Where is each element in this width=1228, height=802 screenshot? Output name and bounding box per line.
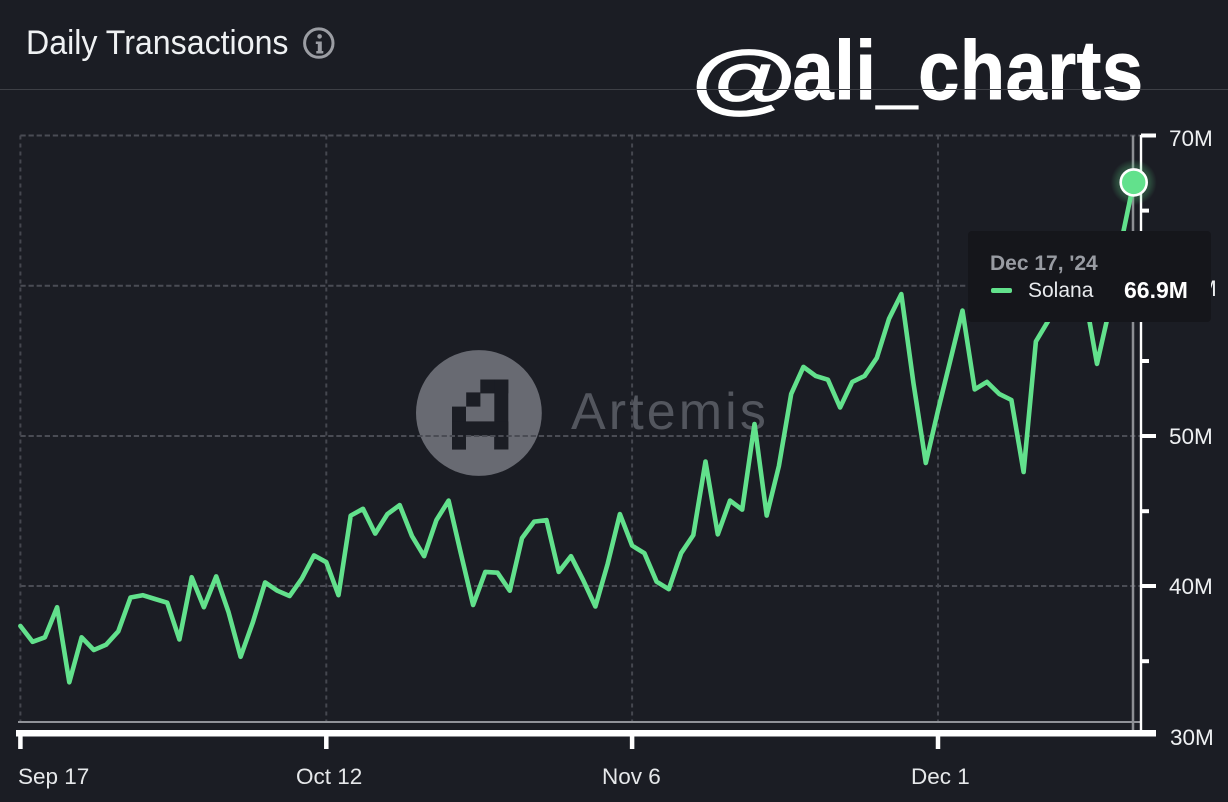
svg-text:Artemis: Artemis [571,383,769,441]
svg-text:30M: 30M [1170,725,1214,750]
svg-text:Oct 12: Oct 12 [296,764,362,789]
svg-text:Nov 6: Nov 6 [602,764,661,789]
svg-text:50M: 50M [1169,424,1213,449]
svg-text:Sep 17: Sep 17 [18,764,89,789]
svg-text:40M: 40M [1169,574,1213,599]
svg-text:Dec 1: Dec 1 [911,764,970,789]
svg-text:70M: 70M [1169,126,1213,151]
